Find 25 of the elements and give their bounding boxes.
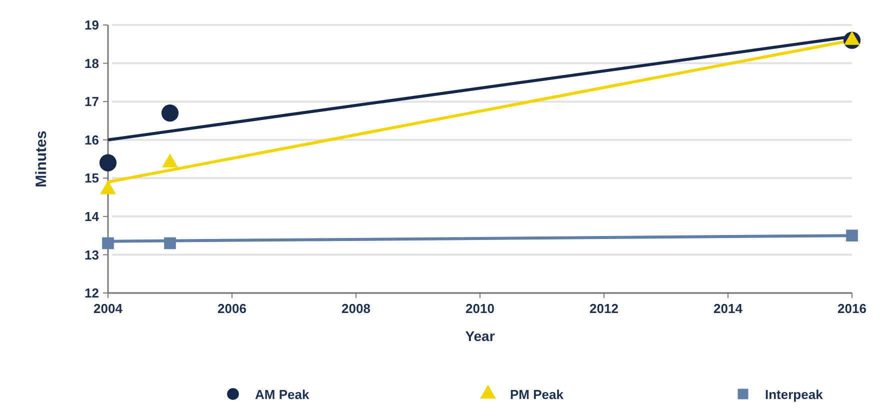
x-tick-label: 2004: [94, 301, 124, 316]
y-tick-label: 15: [84, 170, 99, 186]
x-tick-label: 2014: [714, 301, 744, 316]
point: [846, 230, 858, 242]
x-tick-label: 2016: [838, 301, 866, 316]
y-tick-label: 14: [84, 208, 100, 224]
x-tick-label: 2006: [218, 301, 246, 316]
y-tick-label: 19: [84, 18, 99, 33]
point: [99, 154, 117, 172]
y-tick-label: 17: [84, 94, 99, 110]
x-axis-title: Year: [465, 328, 496, 344]
x-tick-label: 2012: [590, 301, 618, 316]
y-tick-label: 13: [84, 247, 99, 262]
y-tick-label: 18: [84, 56, 99, 71]
y-tick-label: 12: [84, 286, 99, 301]
legend-label: AM Peak: [255, 387, 310, 402]
legend-label: Interpeak: [765, 387, 824, 402]
y-axis-title: Minutes: [33, 130, 50, 188]
point: [102, 237, 114, 250]
x-tick-label: 2010: [466, 301, 494, 316]
point: [164, 237, 176, 250]
legend-label: PM Peak: [510, 387, 564, 402]
y-tick-label: 16: [84, 132, 99, 148]
x-tick-label: 2008: [342, 301, 370, 316]
point: [161, 104, 179, 122]
